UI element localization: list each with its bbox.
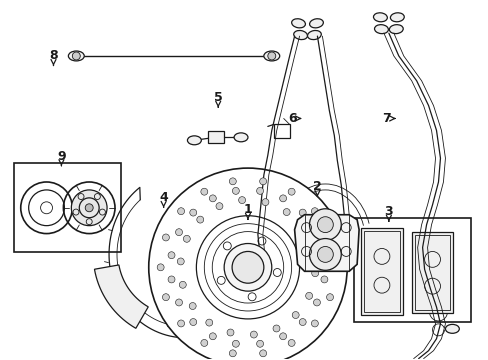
Circle shape	[229, 350, 236, 357]
Circle shape	[71, 190, 107, 226]
Circle shape	[72, 52, 80, 60]
Ellipse shape	[234, 133, 247, 142]
Circle shape	[175, 299, 182, 306]
Circle shape	[209, 195, 216, 202]
Circle shape	[309, 209, 341, 240]
Circle shape	[201, 188, 207, 195]
Circle shape	[305, 292, 312, 299]
Circle shape	[299, 209, 305, 216]
Circle shape	[229, 178, 236, 185]
Circle shape	[226, 329, 233, 336]
Circle shape	[320, 276, 327, 283]
Circle shape	[331, 264, 338, 271]
Text: 1: 1	[243, 203, 252, 219]
Polygon shape	[294, 215, 358, 271]
Circle shape	[267, 52, 275, 60]
Circle shape	[259, 350, 266, 357]
Circle shape	[162, 234, 169, 241]
Circle shape	[309, 246, 316, 253]
Circle shape	[179, 281, 186, 288]
Text: 9: 9	[57, 150, 65, 166]
Circle shape	[279, 333, 286, 340]
Circle shape	[287, 339, 294, 346]
Circle shape	[256, 340, 263, 347]
Circle shape	[262, 199, 268, 206]
Text: 8: 8	[49, 49, 58, 65]
Text: 2: 2	[312, 180, 321, 196]
Circle shape	[189, 302, 196, 310]
Circle shape	[311, 270, 318, 277]
Circle shape	[189, 209, 196, 216]
Ellipse shape	[291, 19, 305, 28]
Ellipse shape	[445, 324, 458, 333]
Circle shape	[177, 208, 184, 215]
Ellipse shape	[68, 51, 84, 61]
Polygon shape	[411, 231, 452, 313]
Text: 5: 5	[213, 91, 222, 107]
Text: 3: 3	[384, 205, 392, 221]
Circle shape	[216, 203, 223, 210]
Bar	[273, 125, 289, 138]
Ellipse shape	[388, 25, 403, 33]
Circle shape	[157, 264, 164, 271]
Circle shape	[311, 208, 318, 215]
Circle shape	[287, 188, 294, 195]
Circle shape	[148, 168, 346, 360]
Circle shape	[283, 208, 289, 216]
Circle shape	[309, 239, 341, 270]
Circle shape	[313, 229, 320, 236]
Circle shape	[317, 217, 333, 233]
Ellipse shape	[293, 31, 307, 40]
Circle shape	[299, 319, 305, 325]
Circle shape	[177, 258, 184, 265]
Circle shape	[209, 333, 216, 340]
Bar	[360, 228, 402, 315]
Circle shape	[232, 340, 239, 347]
Ellipse shape	[374, 25, 387, 33]
Circle shape	[326, 294, 333, 301]
Bar	[364, 231, 399, 312]
Ellipse shape	[309, 19, 323, 28]
Text: 4: 4	[159, 192, 168, 207]
Bar	[208, 131, 224, 143]
Ellipse shape	[373, 13, 386, 22]
Bar	[14, 163, 121, 252]
Circle shape	[232, 251, 264, 283]
Bar	[414, 235, 449, 310]
Circle shape	[85, 204, 93, 212]
Circle shape	[250, 331, 257, 338]
Circle shape	[201, 339, 207, 346]
Circle shape	[279, 195, 286, 202]
Ellipse shape	[264, 51, 279, 61]
Polygon shape	[94, 265, 148, 328]
Circle shape	[177, 320, 184, 327]
Ellipse shape	[389, 13, 404, 22]
Ellipse shape	[187, 136, 201, 145]
Circle shape	[205, 319, 212, 326]
Ellipse shape	[307, 31, 321, 40]
Text: 7: 7	[382, 112, 394, 125]
Text: 6: 6	[288, 112, 300, 125]
Circle shape	[196, 216, 203, 223]
Circle shape	[238, 197, 245, 203]
Circle shape	[311, 320, 318, 327]
Circle shape	[183, 235, 190, 242]
Circle shape	[162, 294, 169, 301]
Circle shape	[168, 276, 175, 283]
Circle shape	[189, 319, 196, 325]
Circle shape	[232, 188, 239, 194]
Circle shape	[299, 225, 306, 232]
Circle shape	[272, 325, 280, 332]
Circle shape	[313, 299, 320, 306]
Circle shape	[326, 234, 333, 241]
Circle shape	[256, 188, 263, 194]
Circle shape	[317, 247, 333, 262]
Circle shape	[168, 252, 175, 259]
Circle shape	[259, 178, 266, 185]
Bar	[353, 218, 470, 322]
Circle shape	[292, 311, 299, 319]
Circle shape	[320, 252, 327, 259]
Circle shape	[175, 229, 182, 236]
Circle shape	[224, 243, 271, 291]
